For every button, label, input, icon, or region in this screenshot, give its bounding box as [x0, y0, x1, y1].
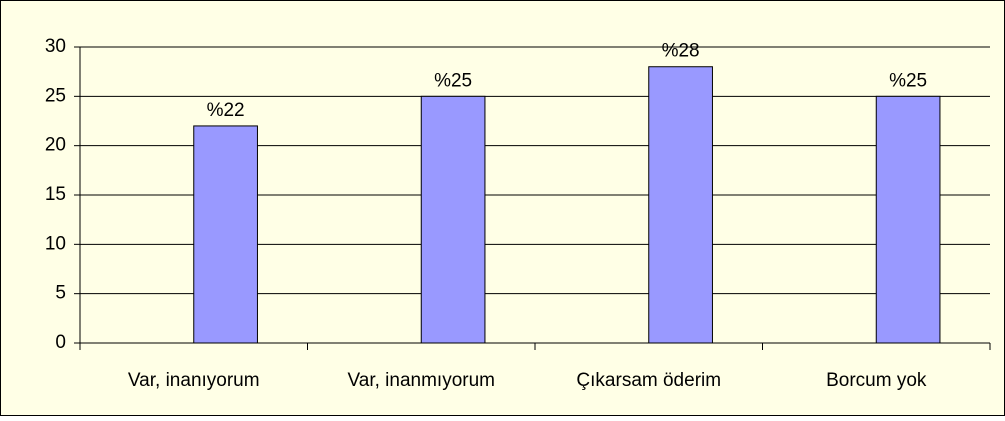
- y-tick-label: 20: [45, 135, 66, 156]
- bar: [420, 95, 486, 344]
- x-tick-label: Borcum yok: [826, 370, 927, 391]
- bar: [648, 66, 713, 344]
- y-tick-label: 25: [45, 85, 66, 106]
- y-tick-label: 10: [45, 233, 66, 254]
- y-tick-label: 30: [45, 36, 66, 57]
- x-tick-label: Çıkarsam öderim: [576, 370, 721, 391]
- y-tick-label: 0: [55, 332, 66, 353]
- y-tick-label: 15: [45, 184, 66, 205]
- bar: [193, 125, 258, 344]
- data-label: %28: [662, 41, 700, 62]
- data-label: %25: [889, 70, 927, 91]
- data-label: %22: [207, 100, 245, 121]
- x-tick-label: Var, inanmıyorum: [348, 370, 495, 391]
- bar: [875, 95, 941, 344]
- data-label: %25: [434, 70, 472, 91]
- y-tick-label: 5: [55, 283, 66, 304]
- x-tick-label: Var, inanıyorum: [128, 370, 260, 391]
